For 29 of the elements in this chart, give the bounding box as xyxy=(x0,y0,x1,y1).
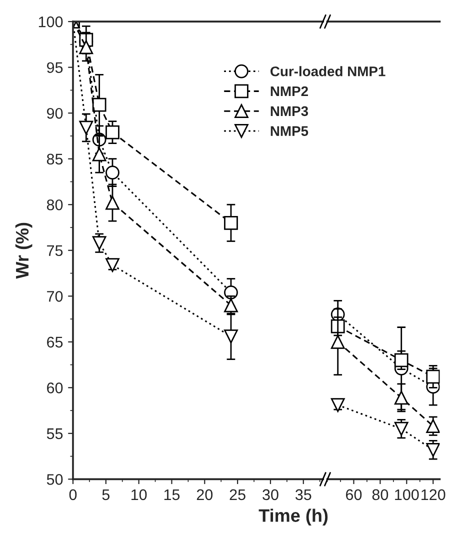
legend-label: NMP5 xyxy=(270,126,308,136)
x-tick-label: 120 xyxy=(422,489,446,500)
y-axis-title: Wr (%) xyxy=(15,222,32,279)
y-tick-label: 85 xyxy=(46,154,63,165)
y-tick-label: 80 xyxy=(46,199,63,210)
y-tick-label: 75 xyxy=(47,245,63,256)
x-tick-label: 80 xyxy=(372,489,388,500)
y-tick-label: 90 xyxy=(46,108,63,119)
legend-label: NMP3 xyxy=(270,106,308,116)
x-tick-label: 25 xyxy=(230,489,246,500)
x-tick-label: 30 xyxy=(262,489,278,500)
x-tick-label: 15 xyxy=(164,489,180,500)
legend-label: Cur-loaded NMP1 xyxy=(270,66,386,76)
y-tick-label: 55 xyxy=(46,428,63,440)
legend-label: NMP2 xyxy=(270,86,308,96)
x-tick-label: 10 xyxy=(131,489,147,500)
x-tick-label: 5 xyxy=(102,489,110,500)
x-tick-label: 20 xyxy=(196,489,213,500)
x-tick-label: 35 xyxy=(295,489,312,500)
y-tick-label: 95 xyxy=(46,62,63,74)
x-axis-title: Time (h) xyxy=(258,508,328,526)
x-tick-label: 0 xyxy=(69,489,77,500)
y-tick-label: 100 xyxy=(38,16,63,28)
x-tick-label: 60 xyxy=(346,489,362,500)
y-tick-label: 60 xyxy=(47,382,63,394)
x-tick-label: 100 xyxy=(395,489,419,500)
y-tick-label: 70 xyxy=(47,290,63,302)
y-tick-label: 65 xyxy=(47,336,63,348)
y-tick-label: 50 xyxy=(46,474,63,485)
